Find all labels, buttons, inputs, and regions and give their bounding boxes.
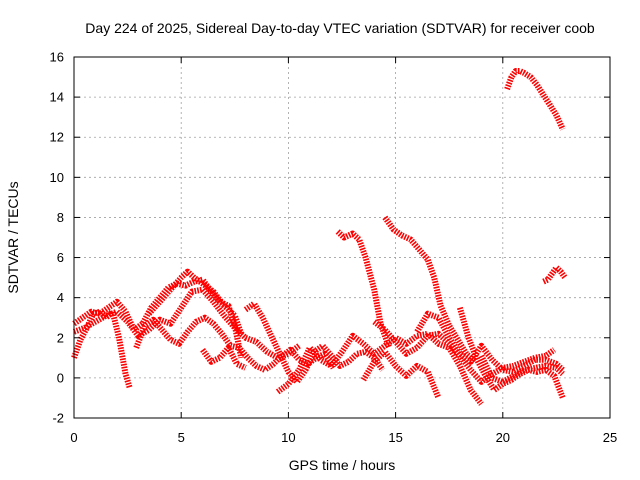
series-line-pass-9: [335, 229, 393, 349]
x-tick-label: 10: [281, 430, 295, 445]
axis-ticks: [73, 56, 611, 419]
series-line-pass-11: [372, 319, 557, 385]
series-line-pass-7: [243, 300, 386, 385]
series-line-pass-3: [72, 286, 301, 361]
y-axis-tick-labels: -2 0 2 4 6 8 10 12 14 16: [50, 50, 64, 426]
y-tick-label: 2: [57, 330, 64, 345]
y-tick-label: 14: [50, 90, 64, 105]
y-tick-label: 12: [50, 130, 64, 145]
y-tick-label: 8: [57, 210, 64, 225]
series-line-pass-10: [382, 215, 477, 364]
y-tick-label: 6: [57, 250, 64, 265]
x-tick-label: 20: [496, 430, 510, 445]
y-tick-label: -2: [52, 411, 64, 426]
y-tick-label: 4: [57, 290, 64, 305]
data-series-group: [71, 68, 568, 406]
series-line-pass-14: [457, 306, 566, 399]
y-axis-label: SDTVAR / TECUs: [5, 181, 21, 293]
x-tick-label: 5: [178, 430, 185, 445]
x-axis-label: GPS time / hours: [289, 457, 396, 473]
x-axis-tick-labels: 0 5 10 15 20 25: [70, 430, 617, 445]
series-line-pass-12: [360, 348, 442, 400]
series-line-pass-8: [275, 330, 484, 406]
series-line-pass-6: [200, 344, 247, 371]
grid: [74, 57, 610, 418]
plot-frame: [73, 56, 611, 419]
series-line-pass-2: [72, 276, 245, 359]
series-line-pass-15: [478, 354, 565, 385]
series-line-pass-5: [146, 268, 245, 335]
chart-title: Day 224 of 2025, Sidereal Day-to-day VTE…: [85, 20, 595, 36]
series-line-pass-13: [414, 310, 565, 375]
y-tick-label: 0: [57, 370, 64, 385]
series-line-pass-17: [542, 264, 568, 285]
x-tick-label: 0: [70, 430, 77, 445]
x-tick-label: 25: [603, 430, 617, 445]
x-tick-label: 15: [388, 430, 402, 445]
y-tick-label: 16: [50, 50, 64, 65]
series-line-pass-16: [504, 68, 566, 131]
y-tick-label: 10: [50, 170, 64, 185]
series-line-pass-1: [71, 308, 133, 389]
